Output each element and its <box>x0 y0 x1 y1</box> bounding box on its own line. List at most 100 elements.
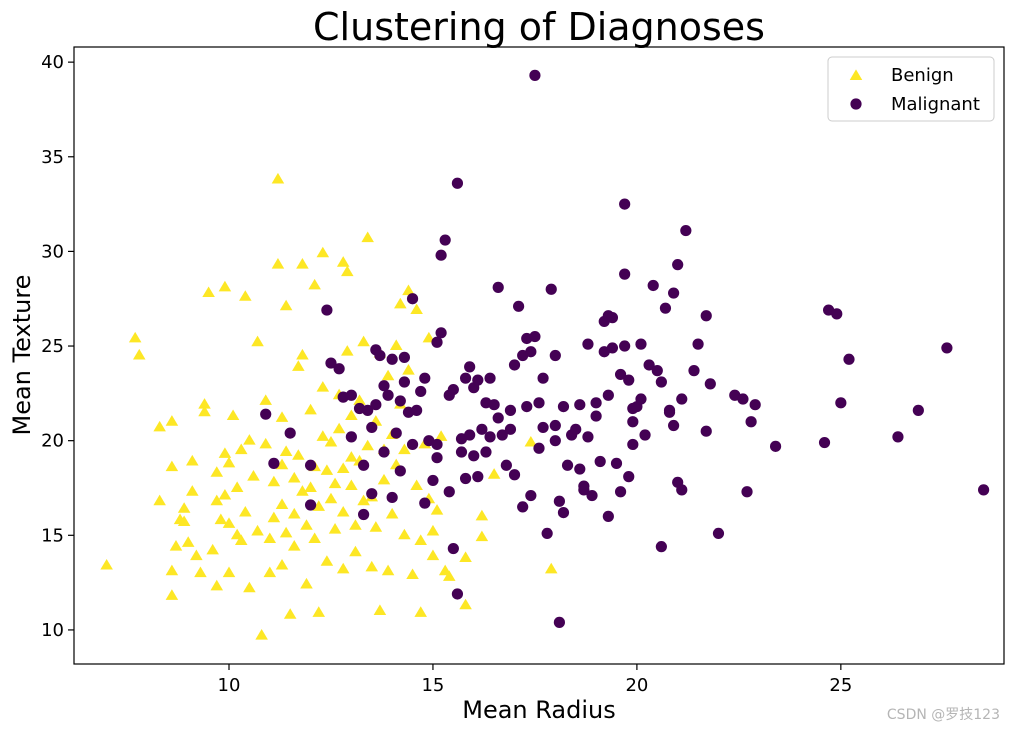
benign-point <box>361 439 374 451</box>
y-axis-label: Mean Texture <box>8 275 36 436</box>
benign-point <box>487 468 501 479</box>
malignant-point <box>749 399 761 411</box>
benign-point <box>341 265 354 277</box>
malignant-point <box>358 508 370 521</box>
malignant-point <box>321 304 333 316</box>
malignant-point <box>382 389 394 401</box>
malignant-point <box>553 495 565 507</box>
benign-point <box>353 394 366 405</box>
benign-point <box>247 470 260 481</box>
malignant-point <box>504 404 517 416</box>
benign-point <box>406 568 419 580</box>
malignant-point <box>284 427 296 439</box>
malignant-point <box>582 431 594 443</box>
malignant-point <box>549 419 561 432</box>
benign-point <box>259 437 272 449</box>
malignant-point <box>655 541 667 553</box>
malignant-point <box>545 283 557 295</box>
malignant-point <box>680 224 692 237</box>
malignant-legend-label: Malignant <box>891 94 980 115</box>
benign-point <box>165 564 179 576</box>
malignant-point <box>394 465 406 477</box>
malignant-point <box>390 427 402 439</box>
malignant-point <box>398 376 410 388</box>
malignant-point <box>619 198 631 210</box>
benign-point <box>243 434 256 445</box>
benign-point <box>222 566 236 578</box>
benign-point <box>292 449 305 460</box>
benign-point <box>459 598 472 610</box>
benign-point <box>287 471 301 483</box>
malignant-point <box>676 393 688 405</box>
malignant-point <box>529 330 541 343</box>
malignant-point <box>439 234 451 246</box>
y-tick-label: 10 <box>41 620 64 641</box>
malignant-point <box>892 431 904 443</box>
malignant-point <box>394 395 406 407</box>
malignant-point <box>496 429 508 441</box>
malignant-point <box>492 412 504 424</box>
benign-point <box>402 284 415 296</box>
benign-legend-marker <box>849 69 863 80</box>
malignant-point <box>529 69 541 81</box>
benign-point <box>222 456 236 468</box>
benign-point <box>377 473 391 485</box>
malignant-point <box>647 279 659 292</box>
legend: Benign Malignant <box>827 56 995 122</box>
malignant-point <box>606 342 619 354</box>
x-axis: 10 15 20 25 <box>218 664 852 696</box>
benign-point <box>410 479 423 491</box>
benign-point <box>251 524 264 536</box>
malignant-point <box>712 527 725 540</box>
malignant-point <box>484 372 496 384</box>
benign-point <box>385 507 399 519</box>
benign-point <box>287 507 301 519</box>
benign-point <box>267 475 281 487</box>
x-tick-label: 25 <box>829 675 852 696</box>
benign-point <box>153 420 166 432</box>
benign-point <box>324 492 338 504</box>
malignant-point <box>268 457 280 469</box>
plot-frame <box>73 46 1005 665</box>
malignant-point <box>435 249 447 261</box>
benign-point <box>459 551 472 562</box>
benign-point <box>165 415 179 426</box>
malignant-point <box>521 401 533 413</box>
malignant-point <box>590 397 602 409</box>
malignant-point <box>260 408 272 420</box>
malignant-point <box>610 457 623 469</box>
benign-point <box>398 443 411 455</box>
benign-point <box>177 502 191 513</box>
malignant-point <box>447 542 459 555</box>
malignant-point <box>513 300 525 312</box>
benign-point <box>271 172 285 184</box>
benign-point <box>177 515 191 527</box>
benign-point <box>410 303 423 315</box>
malignant-point <box>431 438 443 451</box>
malignant-point <box>676 484 688 496</box>
benign-point <box>320 555 334 566</box>
malignant-point <box>745 416 757 428</box>
benign-point <box>402 364 415 375</box>
benign-point <box>300 577 313 589</box>
benign-point <box>275 458 289 470</box>
benign-point <box>426 524 440 536</box>
benign-point <box>328 523 342 534</box>
malignant-point <box>304 459 317 471</box>
benign-point <box>230 481 244 492</box>
benign-point <box>389 339 403 350</box>
benign-point <box>296 258 309 269</box>
benign-point <box>218 280 232 292</box>
malignant-point <box>570 423 582 435</box>
benign-point <box>292 360 305 371</box>
y-tick-label: 20 <box>41 431 64 452</box>
benign-point <box>357 494 370 506</box>
malignant-point <box>602 510 614 522</box>
malignant-point <box>700 425 712 437</box>
malignant-point <box>406 293 419 305</box>
benign-point <box>349 519 362 530</box>
malignant-point <box>484 431 496 443</box>
benign-point <box>255 629 268 640</box>
malignant-point <box>574 399 586 411</box>
malignant-point <box>700 310 712 322</box>
